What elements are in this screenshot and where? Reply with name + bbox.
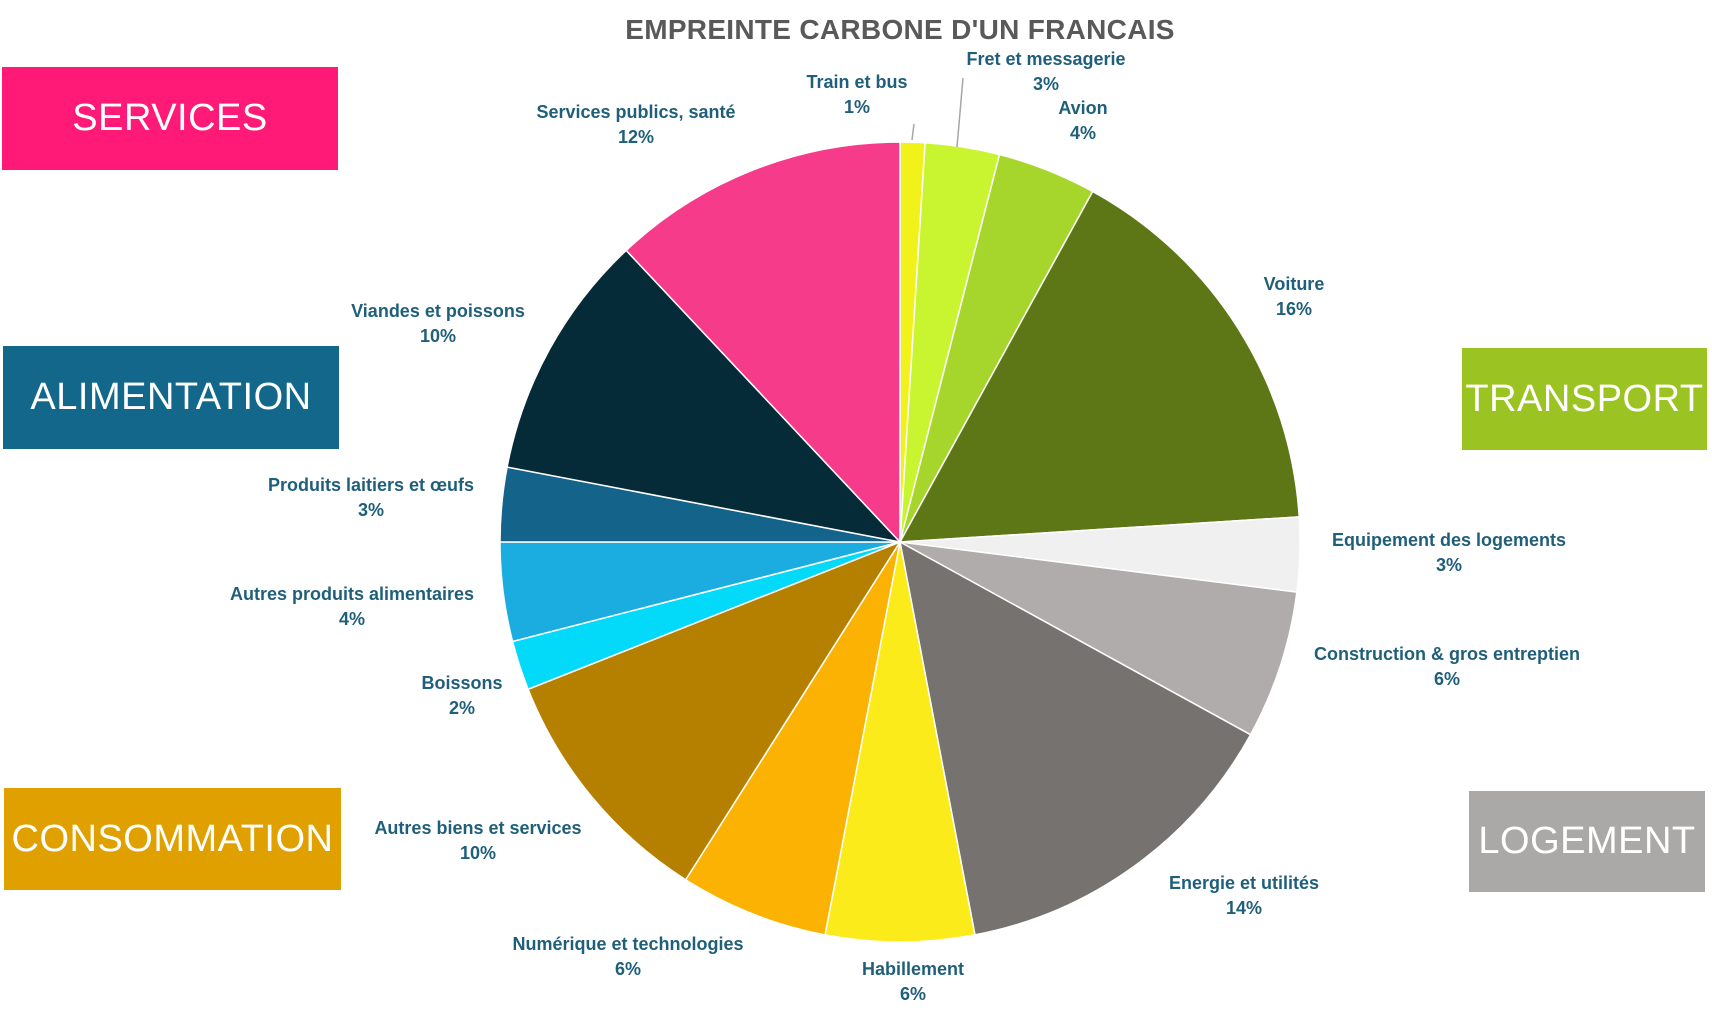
leader-line-fret-et-messagerie — [956, 77, 964, 148]
slice-label-avion: Avion 4% — [1058, 98, 1107, 143]
slice-label-viandes-et-poissons: Viandes et poissons 10% — [351, 301, 525, 346]
pie-slice-services-publics-sante — [625, 141, 901, 544]
category-alimentation: ALIMENTATION — [3, 346, 339, 449]
category-consommation: CONSOMMATION — [4, 788, 341, 890]
slice-label-voiture: Voiture 16% — [1264, 274, 1325, 319]
leader-lines — [911, 77, 964, 148]
category-services: SERVICES — [2, 67, 338, 170]
slice-label-numerique-et-technologies: Numérique et technologies 6% — [512, 934, 743, 979]
category-transport: TRANSPORT — [1462, 348, 1707, 450]
pie-slice-habillement — [824, 541, 976, 943]
pie-slice-numerique-et-technologies — [684, 541, 901, 936]
slice-labels: Train et bus 1% Fret et messagerie 3%Avion 4… — [230, 49, 1580, 1004]
slice-label-energie-et-utilites: Energie et utilités 14% — [1169, 873, 1319, 918]
leader-line-train-et-bus — [911, 123, 915, 141]
slice-label-equipement-des-logements: Equipement des logements 3% — [1332, 530, 1566, 575]
pie-slice-energie-et-utilites — [898, 540, 1252, 936]
slice-label-habillement: Habillement 6% — [862, 959, 964, 1004]
pie-slice-construction-and-gros-entreptien — [899, 541, 1298, 736]
category-logement: LOGEMENT — [1469, 791, 1705, 892]
slice-label-produits-laitiers-et-oeufs: Produits laitiers et œufs 3% — [268, 475, 474, 520]
pie-slice-voiture — [898, 190, 1301, 543]
slice-label-autres-produits-alimentaires: Autres produits alimentaires 4% — [230, 584, 474, 629]
pie-slice-autres-biens-et-services — [527, 540, 902, 881]
pie-slice-viandes-et-poissons — [506, 249, 903, 544]
slice-label-train-et-bus: Train et bus 1% — [806, 72, 907, 117]
slice-label-boissons: Boissons 2% — [421, 673, 502, 718]
slice-label-autres-biens-et-services: Autres biens et services 10% — [374, 818, 581, 863]
chart-title: EMPREINTE CARBONE D'UN FRANCAIS — [625, 14, 1175, 45]
pie-slices — [499, 141, 1301, 943]
slice-label-fret-et-messagerie: Fret et messagerie 3% — [966, 49, 1125, 94]
slice-label-construction-and-gros-entreptien: Construction & gros entreptien 6% — [1314, 644, 1580, 689]
slice-label-services-publics-sante: Services publics, santé 12% — [536, 102, 735, 147]
